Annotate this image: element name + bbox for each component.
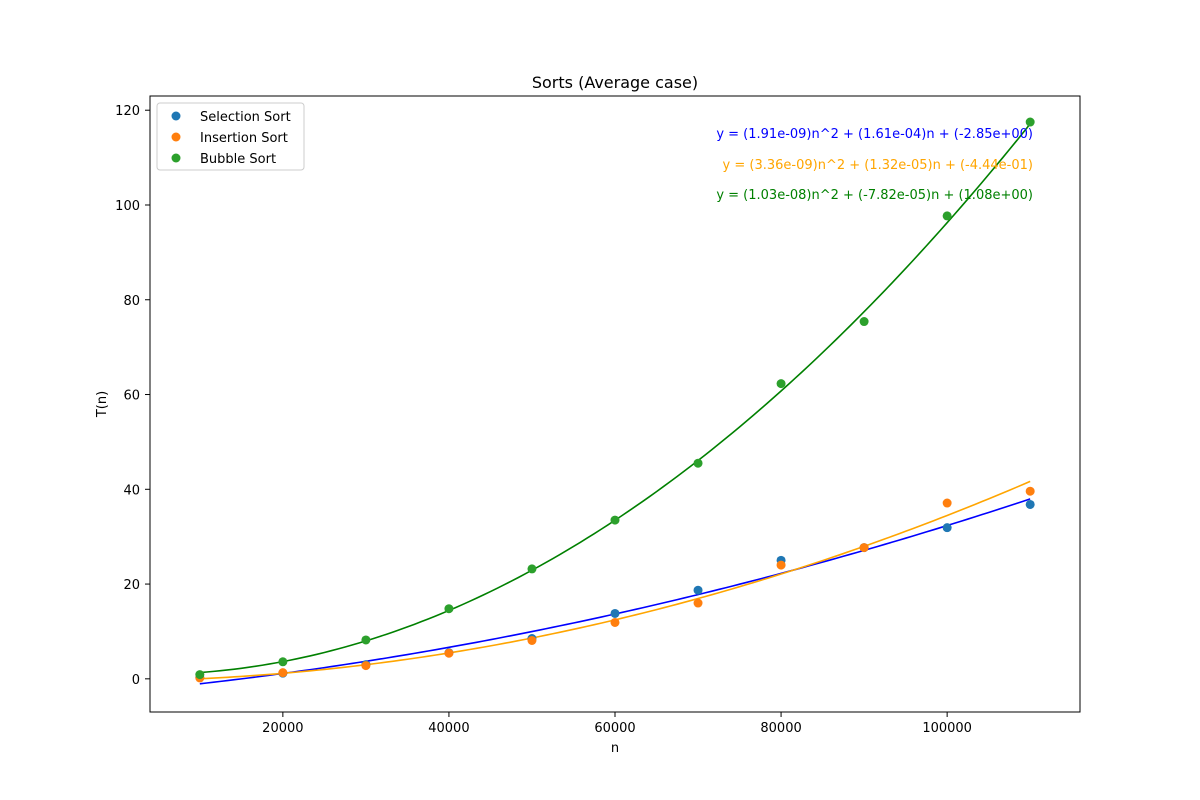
legend-box [156,102,305,171]
legend: Selection Sort Insertion Sort Bubble Sort [156,102,305,171]
point-series-2 [693,598,703,608]
x-tick-label: 40000 [428,721,469,736]
point-series-2 [278,668,288,678]
point-series-3 [1025,117,1035,127]
point-series-2 [776,560,786,570]
point-series-2 [361,661,371,671]
y-tick-label: 40 [123,483,140,498]
x-tick-label: 100000 [922,721,972,736]
fit-equations: y = (1.91e-09)n^2 + (1.61e-04)n + (-2.85… [716,127,1033,203]
x-tick-label: 80000 [760,721,801,736]
scatter-points [195,117,1035,683]
point-series-3 [361,635,371,645]
y-tick-label: 80 [123,294,140,309]
x-axis-ticks: 20000 40000 60000 80000 100000 [262,712,972,736]
point-series-2 [942,498,952,508]
y-tick-label: 100 [115,199,140,214]
y-tick-label: 120 [115,104,140,119]
point-series-1 [1025,499,1035,509]
legend-label-1: Selection Sort [200,110,291,125]
point-series-3 [776,379,786,389]
point-series-3 [527,564,537,574]
legend-label-2: Insertion Sort [200,131,288,146]
y-axis-ticks: 0 20 40 60 80 100 120 [115,104,150,688]
point-series-3 [610,515,620,525]
legend-marker-3 [171,153,181,163]
y-axis-label: T(n) [95,391,110,418]
point-series-2 [444,648,454,658]
point-series-3 [693,458,703,468]
plot-frame [149,95,1081,713]
y-tick-label: 20 [123,578,140,593]
chart-title: Sorts (Average case) [532,73,698,92]
x-tick-label: 60000 [594,721,635,736]
fit-equation-3: y = (1.03e-08)n^2 + (-7.82e-05)n + (1.08… [716,188,1033,203]
point-series-3 [195,670,205,680]
point-series-1 [693,585,703,595]
point-series-2 [859,543,869,553]
point-series-2 [527,635,537,645]
x-axis-label: n [611,741,619,756]
x-tick-label: 20000 [262,721,303,736]
legend-marker-1 [171,111,181,121]
point-series-1 [610,608,620,618]
y-tick-label: 60 [123,389,140,404]
legend-marker-2 [171,132,181,142]
point-series-1 [942,523,952,533]
point-series-2 [610,617,620,627]
legend-label-3: Bubble Sort [200,152,276,167]
point-series-3 [859,317,869,327]
fit-equation-2: y = (3.36e-09)n^2 + (1.32e-05)n + (-4.44… [723,158,1033,173]
point-series-3 [942,211,952,221]
point-series-2 [1025,486,1035,496]
y-tick-label: 0 [132,673,140,688]
fit-equation-1: y = (1.91e-09)n^2 + (1.61e-04)n + (-2.85… [716,127,1033,142]
point-series-3 [444,604,454,614]
point-series-3 [278,657,288,667]
